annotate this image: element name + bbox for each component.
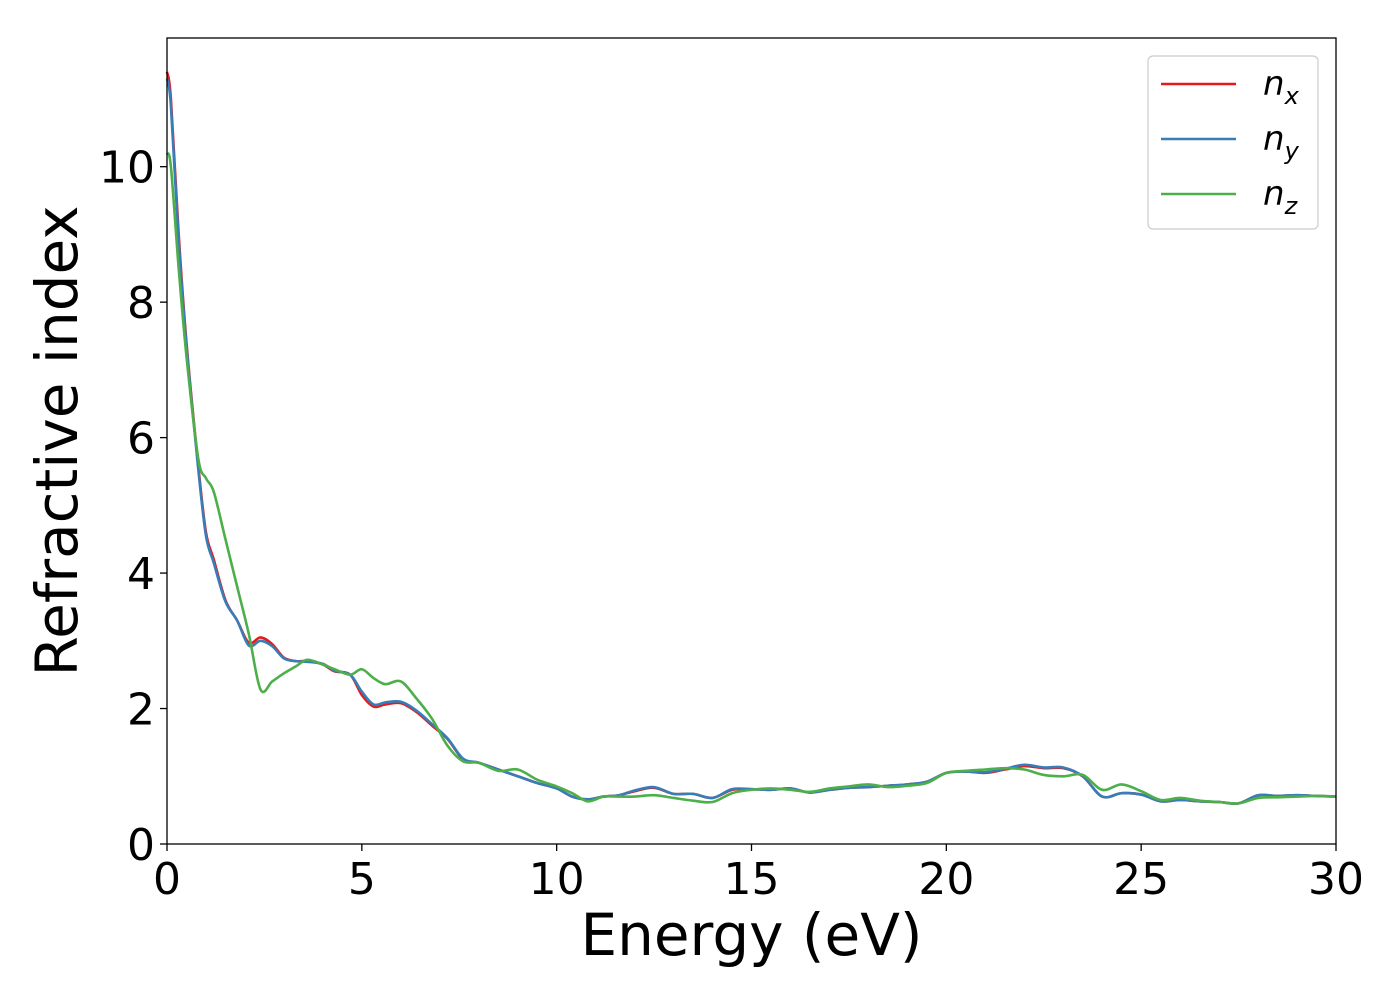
x-tick-label: 0 — [153, 854, 181, 905]
x-tick-label: 25 — [1113, 854, 1169, 905]
x-tick-label: 30 — [1308, 854, 1364, 905]
legend-label-z: nz — [1263, 174, 1299, 220]
y-tick-label: 2 — [127, 685, 155, 736]
legend-box — [1147, 55, 1319, 230]
x-tick-label: 5 — [348, 854, 376, 905]
x-axis: 0 5 10 15 20 25 30 — [153, 844, 1364, 905]
x-tick-label: 10 — [529, 854, 585, 905]
legend-label-subscript: z — [1284, 192, 1299, 220]
legend-label-base: n — [1263, 174, 1285, 214]
y-tick-label: 8 — [127, 278, 155, 329]
y-tick-label: 4 — [127, 549, 155, 600]
legend-label-x: nx — [1263, 64, 1300, 110]
x-tick-label: 20 — [918, 854, 974, 905]
legend-label-subscript: y — [1284, 137, 1300, 165]
y-tick-label: 0 — [127, 820, 155, 871]
legend-label-y: ny — [1263, 119, 1300, 165]
legend-label-base: n — [1263, 119, 1285, 159]
y-tick-label: 6 — [127, 414, 155, 465]
series-line-z — [165, 152, 1337, 805]
x-tick-label: 15 — [724, 854, 780, 905]
x-axis-label: Energy (eV) — [580, 901, 922, 969]
y-axis: 0 2 4 6 8 10 — [99, 143, 167, 871]
y-axis-label: Refractive index — [23, 205, 91, 676]
series-line-y — [165, 78, 1337, 805]
y-tick-label: 10 — [99, 143, 155, 194]
legend-label-base: n — [1263, 64, 1285, 104]
series-layer — [165, 71, 1337, 805]
legend-label-subscript: x — [1284, 82, 1300, 110]
